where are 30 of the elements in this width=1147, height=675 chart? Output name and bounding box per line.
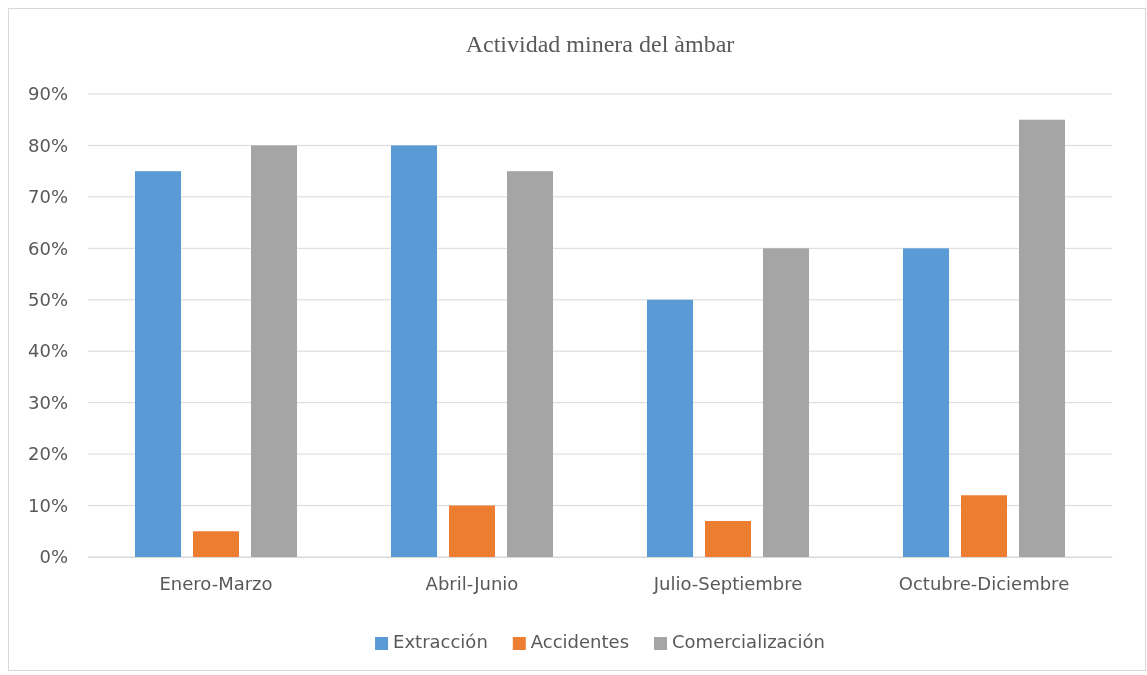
chart-title: Actividad minera del àmbar xyxy=(465,31,735,57)
bar xyxy=(1019,119,1065,557)
x-tick-label: Octubre-Diciembre xyxy=(898,572,1070,594)
legend-label: Comercialización xyxy=(672,631,825,652)
bar xyxy=(903,248,949,557)
bar xyxy=(961,495,1007,557)
y-tick-label: 30% xyxy=(27,391,68,413)
y-tick-label: 80% xyxy=(27,134,68,156)
y-tick-label: 90% xyxy=(27,83,68,105)
y-tick-label: 20% xyxy=(27,443,68,465)
y-tick-label: 0% xyxy=(39,546,68,568)
legend-label: Accidentes xyxy=(530,631,630,652)
x-tick-label: Enero-Marzo xyxy=(159,572,273,594)
y-tick-label: 40% xyxy=(27,340,68,362)
bar xyxy=(449,505,495,557)
bar xyxy=(647,299,693,557)
bar xyxy=(193,531,239,557)
bar xyxy=(507,171,553,557)
x-tick-label: Abril-Junio xyxy=(425,572,519,594)
x-tick-label: Julio-Septiembre xyxy=(652,572,803,594)
legend-label: Extracción xyxy=(393,631,488,652)
y-tick-label: 10% xyxy=(27,494,68,516)
bar xyxy=(705,520,751,557)
y-tick-label: 50% xyxy=(27,289,68,311)
y-tick-label: 60% xyxy=(27,237,68,259)
bar xyxy=(251,145,297,557)
y-tick-label: 70% xyxy=(27,186,68,208)
bar xyxy=(391,145,437,557)
bar xyxy=(135,171,181,557)
bar xyxy=(763,248,809,557)
